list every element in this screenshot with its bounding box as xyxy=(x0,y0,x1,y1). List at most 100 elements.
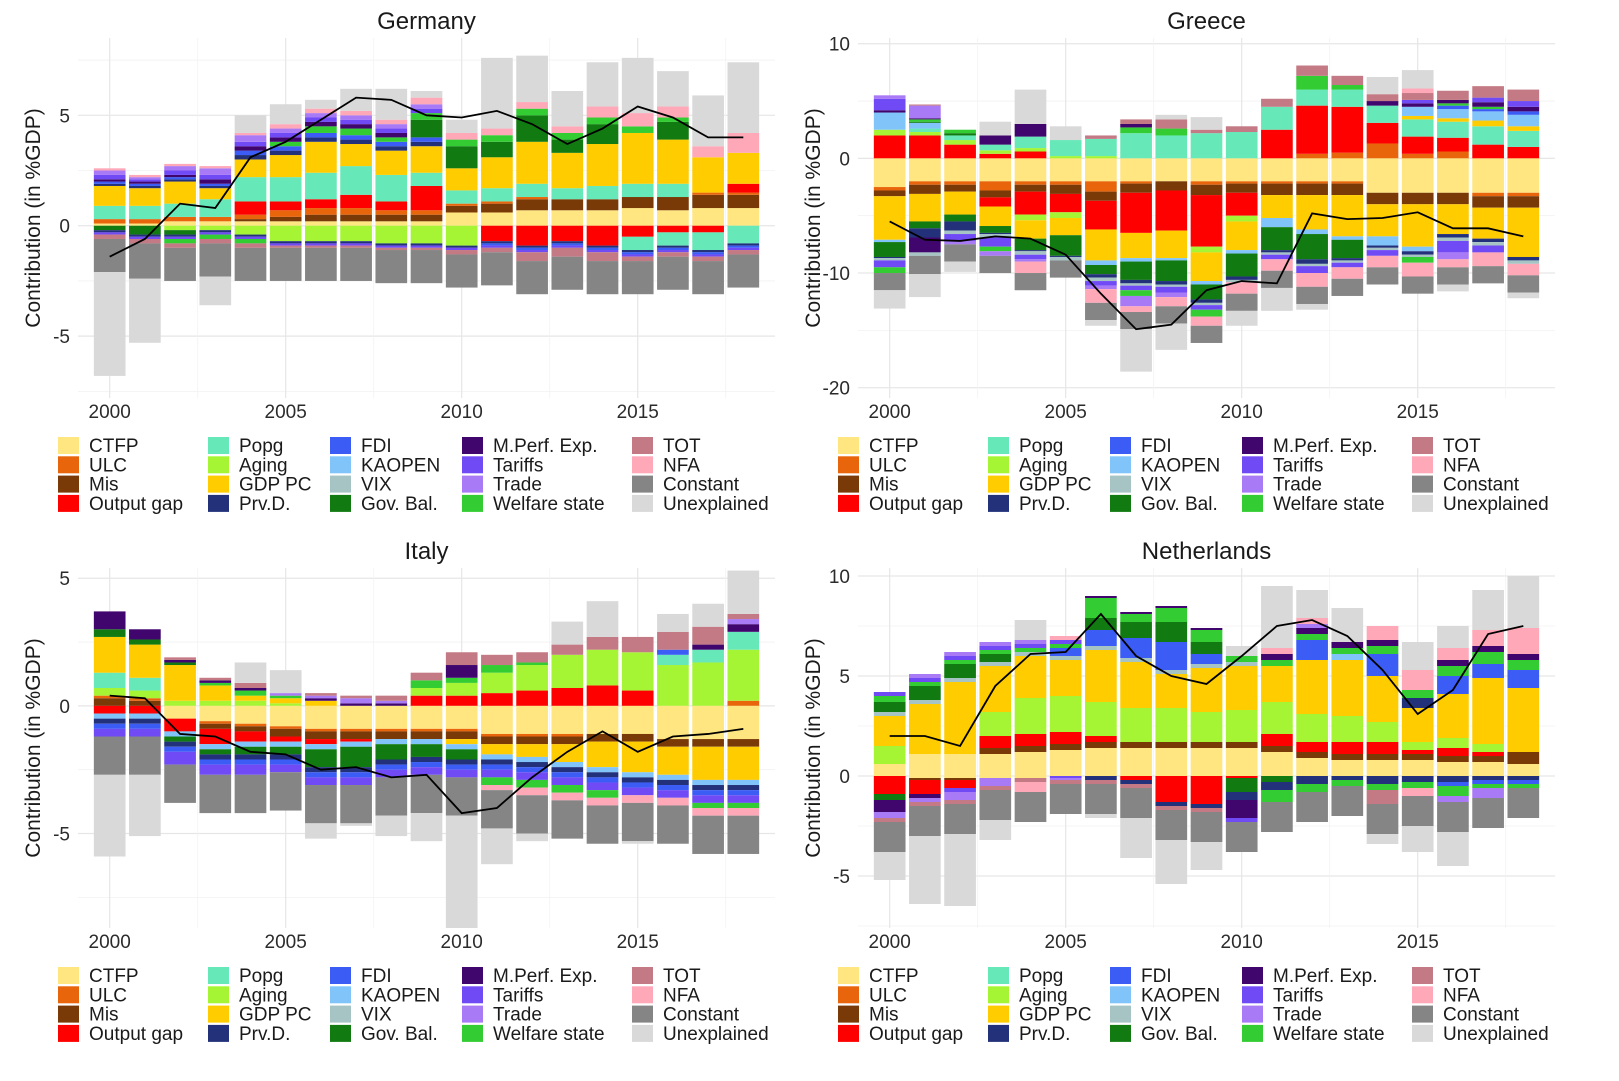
bar-segment-ctfp xyxy=(1049,750,1082,776)
bar-segment-tot xyxy=(199,677,232,681)
bar-segment-unexplained xyxy=(1225,310,1258,326)
legend-label: NFA xyxy=(1443,985,1480,1006)
legend-swatch-ulc xyxy=(838,986,859,1004)
legend-item: M.Perf. Exp. xyxy=(1242,966,1378,987)
bar-segment-output-gap xyxy=(944,780,976,788)
bar-segment-nfa xyxy=(1437,259,1469,268)
bar-segment-prv-d xyxy=(1437,776,1469,782)
legend-label: Output gap xyxy=(869,494,963,515)
bar-segment-output-gap xyxy=(551,688,584,706)
bar-segment-m-perf-exp xyxy=(1366,101,1399,106)
bar-segment-mis xyxy=(1331,183,1364,196)
bar-segment-ctfp xyxy=(199,221,232,226)
bar-segment-ctfp xyxy=(657,210,689,226)
bar-segment-gov-bal xyxy=(979,654,1012,662)
bar-segment-prv-d xyxy=(1225,276,1258,280)
legend-label: Welfare state xyxy=(493,1024,605,1045)
bar-segment-ulc xyxy=(340,728,372,732)
bar-segment-constant xyxy=(1331,786,1364,816)
bar-segment-m-perf-exp xyxy=(93,611,126,630)
bar-segment-popg xyxy=(481,188,513,202)
bar-segment-ulc xyxy=(410,728,443,732)
bar-segment-gdp-pc xyxy=(1401,115,1434,120)
bar-segment-ulc xyxy=(340,208,372,215)
bar-segment-constant xyxy=(909,806,941,836)
bar-segment-output-gap xyxy=(727,183,760,193)
legend-swatch-popg xyxy=(208,437,229,454)
legend-label: Aging xyxy=(1019,455,1068,476)
bar-segment-gdp-pc xyxy=(944,682,976,754)
bar-segment-vix xyxy=(1401,254,1434,257)
bar-segment-tot xyxy=(516,652,548,663)
y-tick-label: 10 xyxy=(829,35,850,56)
bar-segment-vix xyxy=(944,678,976,682)
legend-item: CTFP xyxy=(838,966,919,987)
bar-segment-trade xyxy=(305,113,337,118)
bar-segment-tot xyxy=(909,802,941,806)
bar-segment-fdi xyxy=(551,772,584,778)
bar-segment-nfa xyxy=(657,797,689,806)
legend-label: Popg xyxy=(1019,436,1063,457)
bar-segment-constant xyxy=(873,273,906,291)
bar-segment-ctfp xyxy=(199,705,232,722)
bar-segment-fdi xyxy=(1437,676,1469,694)
bar-segment-tariffs xyxy=(1261,254,1293,260)
bar-segment-fdi xyxy=(375,764,408,770)
bar-segment-constant xyxy=(944,804,976,834)
bar-segment-unexplained xyxy=(516,833,548,842)
bar-segment-m-perf-exp xyxy=(909,118,941,120)
legend-item: Welfare state xyxy=(462,1024,605,1045)
bar-segment-ctfp xyxy=(340,221,372,226)
legend-swatch-tariffs xyxy=(462,456,483,474)
bar-segment-output-gap xyxy=(481,225,513,242)
x-tick-label: 2005 xyxy=(265,932,307,953)
bar-segment-nfa xyxy=(1401,788,1434,796)
bar-segment-kaopen xyxy=(305,744,337,750)
bar-segment-tot xyxy=(657,252,689,257)
bar-segment-constant xyxy=(93,736,126,775)
bar-segment-prv-d xyxy=(199,754,232,760)
x-tick-label: 2010 xyxy=(1221,932,1263,953)
bar-segment-output-gap xyxy=(305,739,337,745)
bar-segment-unexplained xyxy=(481,828,513,865)
bar-segment-prv-d xyxy=(164,234,196,237)
bar-segment-trade xyxy=(1472,788,1504,798)
bar-segment-trade xyxy=(1155,292,1188,298)
legend-label: Popg xyxy=(239,436,283,457)
bar-segment-ulc xyxy=(445,728,478,732)
bar-segment-ctfp xyxy=(979,158,1012,182)
bar-segment-m-perf-exp xyxy=(1437,660,1469,666)
legend-label: Welfare state xyxy=(493,494,605,515)
bar-segment-welfare-state xyxy=(586,790,619,798)
bar-segment-ctfp xyxy=(1120,748,1152,776)
bar-segment-gdp-pc xyxy=(692,746,724,780)
bar-segment-constant xyxy=(586,261,619,295)
bar-segment-prv-d xyxy=(375,146,408,151)
bar-segment-aging xyxy=(445,225,478,246)
bar-segment-aging xyxy=(1331,716,1364,742)
bar-segment-unexplained xyxy=(1085,814,1117,818)
bar-segment-constant xyxy=(1225,293,1258,311)
bar-segment-gdp-pc xyxy=(909,193,941,222)
bar-segment-gov-bal xyxy=(410,119,443,138)
legend-swatch-nfa xyxy=(1412,986,1433,1004)
legend-label: CTFP xyxy=(89,966,139,987)
bar-segment-m-perf-exp xyxy=(164,174,196,178)
bar-segment-prv-d xyxy=(1155,281,1188,285)
bar-segment-kaopen xyxy=(621,772,654,778)
bar-segment-prv-d xyxy=(873,256,906,259)
bar-segment-kaopen xyxy=(657,774,689,780)
legend-swatch-gov-bal xyxy=(1110,494,1131,512)
bar-segment-gdp-pc xyxy=(1120,232,1152,259)
bar-segment-welfare-state xyxy=(1155,608,1188,622)
legend-label: M.Perf. Exp. xyxy=(493,436,598,457)
bar-segment-trade xyxy=(909,674,941,678)
bar-segment-welfare-state xyxy=(944,129,976,134)
bar-segment-gov-bal xyxy=(551,139,584,153)
bar-segment-ulc xyxy=(1366,143,1399,159)
bar-segment-gdp-pc xyxy=(1049,660,1082,696)
bar-segment-ulc xyxy=(1401,153,1434,159)
bar-segment-fdi xyxy=(692,790,724,796)
bar-segment-tot xyxy=(944,800,976,804)
